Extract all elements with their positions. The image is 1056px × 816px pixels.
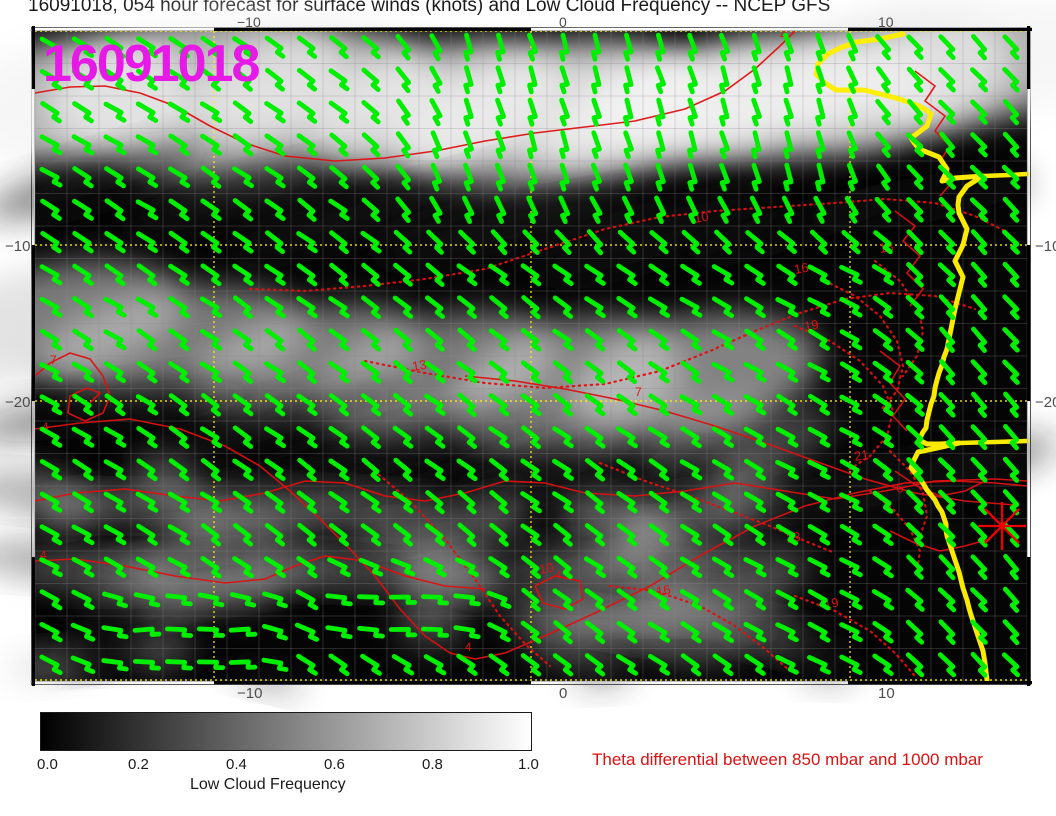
- svg-text:10: 10: [538, 560, 555, 577]
- svg-text:16091018: 16091018: [43, 35, 259, 93]
- svg-text:4: 4: [465, 640, 472, 654]
- svg-text:16: 16: [793, 260, 810, 277]
- svg-text:4: 4: [555, 568, 562, 582]
- svg-text:7: 7: [635, 385, 642, 399]
- svg-text:21: 21: [853, 447, 870, 464]
- svg-text:13: 13: [411, 357, 428, 374]
- svg-text:7: 7: [50, 353, 57, 367]
